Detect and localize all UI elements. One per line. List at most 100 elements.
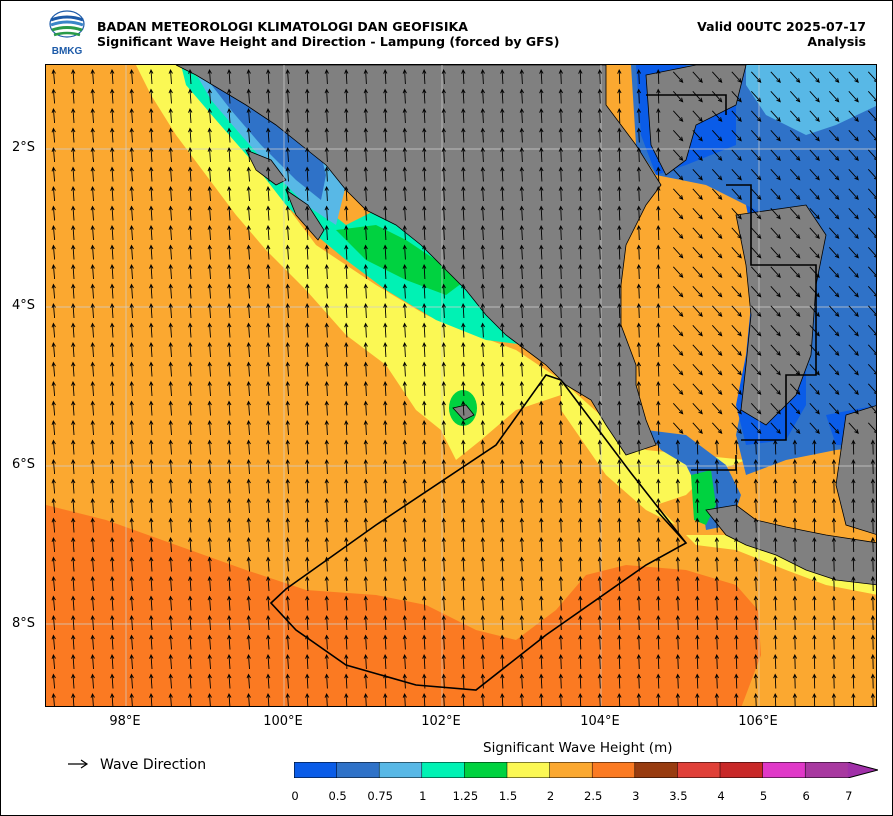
wave-direction-arrow	[461, 400, 466, 416]
wave-direction-arrow	[578, 380, 583, 397]
wave-direction-arrow	[851, 497, 856, 514]
wave-direction-arrow	[870, 692, 876, 706]
wave-direction-arrow	[305, 68, 310, 85]
wave-direction-arrow	[285, 127, 290, 143]
wave-direction-arrow	[363, 536, 368, 553]
wave-direction-arrow	[110, 536, 115, 553]
wave-direction-arrow	[848, 168, 859, 181]
wave-direction-arrow	[285, 166, 290, 182]
wave-direction-arrow	[207, 68, 212, 85]
wave-direction-arrow	[675, 536, 680, 553]
wave-direction-arrow	[324, 634, 329, 650]
wave-direction-arrow	[207, 419, 212, 436]
wave-direction-arrow	[750, 207, 762, 220]
wave-direction-arrow	[51, 536, 56, 553]
wave-direction-arrow	[51, 205, 56, 221]
wave-direction-arrow	[656, 146, 661, 163]
wave-direction-arrow	[324, 166, 329, 182]
wave-direction-arrow	[402, 361, 407, 377]
wave-direction-arrow	[828, 383, 840, 395]
wave-direction-arrow	[519, 439, 524, 455]
wave-direction-arrow	[344, 205, 349, 221]
wave-direction-arrow	[441, 302, 446, 319]
wave-direction-arrow	[597, 575, 602, 592]
wave-direction-arrow	[110, 380, 115, 397]
wave-direction-arrow	[207, 88, 212, 104]
wave-direction-arrow	[285, 439, 290, 455]
wave-direction-arrow	[227, 224, 232, 241]
wave-direction-arrow	[188, 575, 193, 592]
wave-direction-arrow	[188, 361, 193, 377]
wave-direction-arrow	[519, 166, 524, 182]
wave-direction-arrow	[266, 497, 271, 514]
wave-direction-arrow	[90, 146, 95, 163]
boundary-east	[646, 94, 817, 544]
wave-direction-arrow	[828, 402, 840, 415]
wave-direction-arrow	[672, 207, 684, 220]
wave-direction-arrow	[867, 305, 876, 316]
wave-direction-arrow	[867, 363, 876, 375]
wave-direction-arrow	[71, 400, 76, 416]
wave-direction-arrow	[227, 146, 232, 163]
wave-direction-arrow	[207, 575, 212, 592]
wave-direction-arrow	[246, 302, 251, 319]
wave-direction-arrow	[461, 458, 466, 475]
wave-direction-arrow	[110, 224, 115, 241]
wave-direction-arrow	[324, 497, 329, 514]
lon-label-98e: 98°E	[109, 714, 141, 729]
wave-direction-arrow	[149, 361, 154, 377]
wave-direction-arrow	[809, 344, 820, 356]
wave-direction-arrow	[149, 127, 154, 143]
wave-direction-arrow	[519, 634, 524, 650]
wave-direction-arrow	[344, 185, 349, 202]
wave-direction-arrow	[227, 244, 232, 260]
wave-direction-arrow	[828, 188, 840, 200]
wave-direction-arrow	[519, 341, 524, 358]
wave-direction-arrow	[770, 305, 781, 317]
wave-direction-arrow	[129, 107, 134, 124]
wave-direction-arrow	[578, 283, 583, 299]
wave-direction-arrow	[828, 71, 840, 83]
wave-direction-arrow	[383, 380, 388, 397]
wave-direction-arrow	[90, 283, 95, 299]
wave-direction-arrow	[831, 653, 837, 670]
wave-direction-arrow	[539, 673, 544, 689]
wave-direction-arrow	[188, 88, 193, 104]
wave-direction-arrow	[285, 614, 290, 631]
wave-direction-arrow	[672, 402, 684, 415]
wave-direction-arrow	[675, 458, 680, 475]
wave-direction-arrow	[422, 497, 427, 514]
wave-direction-arrow	[734, 458, 739, 475]
wave-direction-arrow	[636, 673, 641, 689]
wave-direction-arrow	[519, 380, 524, 397]
wave-direction-arrow	[539, 614, 544, 631]
wave-direction-arrow	[848, 149, 859, 161]
wave-direction-arrow	[285, 88, 290, 104]
wave-direction-arrow	[867, 324, 876, 336]
wave-direction-arrow	[500, 283, 505, 299]
lon-label-104e: 104°E	[580, 714, 620, 729]
wave-direction-arrow	[617, 263, 622, 280]
land-bangka	[645, 65, 747, 176]
wave-direction-arrow	[168, 380, 173, 397]
wave-direction-arrow	[71, 653, 76, 670]
wave-direction-arrow	[636, 497, 641, 514]
wave-direction-arrow	[870, 634, 876, 650]
wave-direction-arrow	[344, 341, 349, 358]
wave-direction-arrow	[246, 634, 251, 650]
wave-direction-arrow	[597, 400, 602, 416]
wave-direction-arrow	[461, 575, 466, 592]
wave-direction-arrow	[383, 653, 388, 670]
wave-direction-arrow	[422, 439, 427, 455]
wave-direction-arrow	[305, 283, 310, 299]
wave-direction-arrow	[519, 88, 524, 104]
wave-direction-arrow	[51, 380, 56, 397]
wave-direction-arrow	[461, 536, 466, 553]
wave-direction-arrow	[711, 207, 723, 220]
island-siberut	[245, 149, 287, 186]
wave-direction-arrow	[500, 556, 505, 572]
wave-direction-arrow	[363, 205, 368, 221]
wave-direction-arrow	[383, 263, 388, 280]
wave-direction-arrow	[402, 595, 407, 611]
wave-direction-arrow	[305, 458, 310, 475]
